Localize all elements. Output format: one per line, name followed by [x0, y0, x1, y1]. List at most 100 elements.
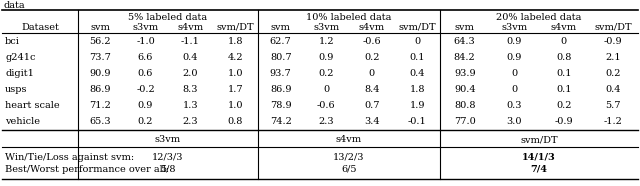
Text: data: data	[3, 1, 24, 9]
Text: s4vm: s4vm	[177, 23, 204, 31]
Text: 0: 0	[511, 85, 517, 94]
Text: 20% labeled data: 20% labeled data	[496, 14, 582, 23]
Text: -0.1: -0.1	[408, 117, 427, 126]
Text: 8.3: 8.3	[183, 85, 198, 94]
Text: 0.2: 0.2	[605, 69, 621, 78]
Text: s4vm: s4vm	[358, 23, 385, 31]
Text: 1.0: 1.0	[228, 101, 243, 110]
Text: svm/DT: svm/DT	[595, 23, 632, 31]
Text: 64.3: 64.3	[454, 37, 476, 46]
Text: 62.7: 62.7	[270, 37, 292, 46]
Text: 0.8: 0.8	[228, 117, 243, 126]
Text: svm/DT: svm/DT	[520, 135, 558, 145]
Text: 2.1: 2.1	[605, 53, 621, 62]
Text: 77.0: 77.0	[454, 117, 476, 126]
Text: g241c: g241c	[5, 53, 35, 62]
Text: 78.9: 78.9	[270, 101, 292, 110]
Text: 0.2: 0.2	[319, 69, 334, 78]
Text: heart scale: heart scale	[5, 101, 60, 110]
Text: -0.9: -0.9	[604, 37, 623, 46]
Text: 1.9: 1.9	[410, 101, 425, 110]
Text: 0.9: 0.9	[319, 53, 334, 62]
Text: 0.1: 0.1	[556, 69, 572, 78]
Text: svm: svm	[271, 23, 291, 31]
Text: -0.6: -0.6	[362, 37, 381, 46]
Text: 1.2: 1.2	[319, 37, 334, 46]
Text: 86.9: 86.9	[270, 85, 291, 94]
Text: -1.2: -1.2	[604, 117, 623, 126]
Text: 0.9: 0.9	[138, 101, 153, 110]
Text: Dataset: Dataset	[22, 23, 60, 31]
Text: Win/Tie/Loss against svm:: Win/Tie/Loss against svm:	[5, 153, 134, 161]
Text: s3vm: s3vm	[313, 23, 339, 31]
Text: 84.2: 84.2	[454, 53, 476, 62]
Text: 86.9: 86.9	[90, 85, 111, 94]
Text: usps: usps	[5, 85, 28, 94]
Text: vehicle: vehicle	[5, 117, 40, 126]
Text: 65.3: 65.3	[90, 117, 111, 126]
Text: 3.0: 3.0	[506, 117, 522, 126]
Text: 93.7: 93.7	[270, 69, 292, 78]
Text: -0.6: -0.6	[317, 101, 335, 110]
Text: 0.4: 0.4	[605, 85, 621, 94]
Text: s4vm: s4vm	[550, 23, 577, 31]
Text: 14/1/3: 14/1/3	[522, 153, 556, 161]
Text: -0.2: -0.2	[136, 85, 155, 94]
Text: 0: 0	[561, 37, 567, 46]
Text: svm: svm	[91, 23, 111, 31]
Text: 0: 0	[511, 69, 517, 78]
Text: 0.1: 0.1	[556, 85, 572, 94]
Text: 0.4: 0.4	[183, 53, 198, 62]
Text: 0.2: 0.2	[556, 101, 572, 110]
Text: 1.7: 1.7	[228, 85, 243, 94]
Text: s3vm: s3vm	[501, 23, 527, 31]
Text: 4.2: 4.2	[228, 53, 243, 62]
Text: 90.4: 90.4	[454, 85, 476, 94]
Text: 12/3/3: 12/3/3	[152, 153, 184, 161]
Text: 0.4: 0.4	[410, 69, 425, 78]
Text: bci: bci	[5, 37, 20, 46]
Text: 6.6: 6.6	[138, 53, 153, 62]
Text: digit1: digit1	[5, 69, 34, 78]
Text: 0.6: 0.6	[138, 69, 153, 78]
Text: 1.8: 1.8	[228, 37, 243, 46]
Text: 2.0: 2.0	[183, 69, 198, 78]
Text: 5% labeled data: 5% labeled data	[129, 14, 207, 23]
Text: 5.7: 5.7	[605, 101, 621, 110]
Text: svm: svm	[455, 23, 475, 31]
Text: 7/4: 7/4	[531, 164, 547, 174]
Text: svm/DT: svm/DT	[399, 23, 436, 31]
Text: 74.2: 74.2	[270, 117, 292, 126]
Text: -1.0: -1.0	[136, 37, 155, 46]
Text: 0.3: 0.3	[506, 101, 522, 110]
Text: 0.9: 0.9	[507, 37, 522, 46]
Text: 0: 0	[323, 85, 330, 94]
Text: s3vm: s3vm	[155, 135, 181, 145]
Text: 0.2: 0.2	[364, 53, 380, 62]
Text: 80.7: 80.7	[270, 53, 292, 62]
Text: 90.9: 90.9	[90, 69, 111, 78]
Text: Best/Worst performance over all:: Best/Worst performance over all:	[5, 164, 169, 174]
Text: 10% labeled data: 10% labeled data	[307, 14, 392, 23]
Text: s3vm: s3vm	[132, 23, 159, 31]
Text: 1.8: 1.8	[410, 85, 425, 94]
Text: 56.2: 56.2	[90, 37, 111, 46]
Text: -0.9: -0.9	[554, 117, 573, 126]
Text: 0.1: 0.1	[410, 53, 425, 62]
Text: 8.4: 8.4	[364, 85, 380, 94]
Text: 1.0: 1.0	[228, 69, 243, 78]
Text: 0: 0	[414, 37, 420, 46]
Text: 2.3: 2.3	[319, 117, 334, 126]
Text: 80.8: 80.8	[454, 101, 476, 110]
Text: 3.4: 3.4	[364, 117, 380, 126]
Text: 0: 0	[369, 69, 375, 78]
Text: 0.2: 0.2	[138, 117, 153, 126]
Text: 6/5: 6/5	[341, 164, 356, 174]
Text: 71.2: 71.2	[90, 101, 111, 110]
Text: 73.7: 73.7	[90, 53, 111, 62]
Text: 0.7: 0.7	[364, 101, 380, 110]
Text: 0.8: 0.8	[556, 53, 572, 62]
Text: svm/DT: svm/DT	[217, 23, 254, 31]
Text: 13/2/3: 13/2/3	[333, 153, 365, 161]
Text: s4vm: s4vm	[336, 135, 362, 145]
